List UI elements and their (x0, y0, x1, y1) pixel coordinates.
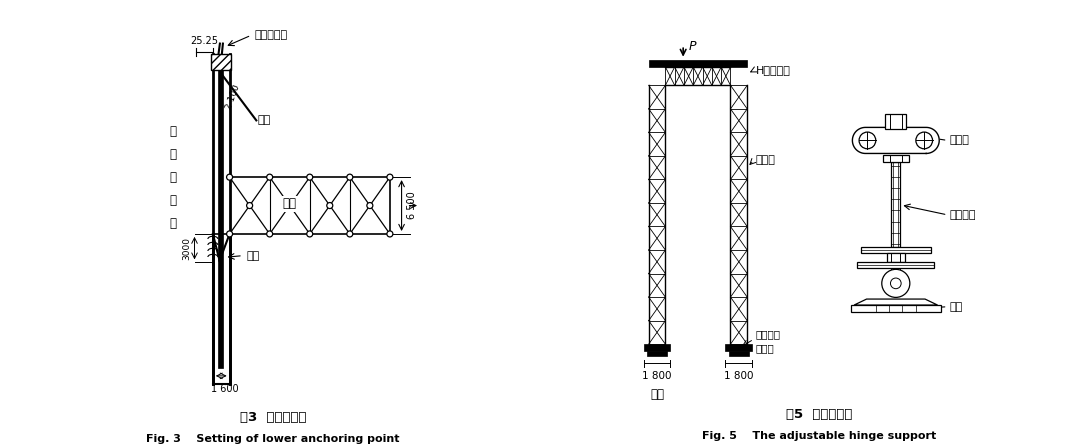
Circle shape (287, 202, 293, 209)
Text: 斜撑: 斜撑 (258, 116, 271, 125)
Bar (211, 54, 232, 70)
Bar (211, 54, 232, 70)
Text: 3000: 3000 (182, 237, 191, 260)
Text: 混
凝
土
立
柱: 混 凝 土 立 柱 (169, 125, 176, 230)
Circle shape (307, 174, 312, 180)
Text: 25.25: 25.25 (190, 36, 218, 46)
Bar (886, 114, 906, 129)
Text: 网架: 网架 (283, 198, 296, 211)
Text: 图5  可调铰支座: 图5 可调铰支座 (786, 408, 852, 421)
Circle shape (226, 231, 233, 237)
Bar (725, 344, 752, 352)
Text: H型钢平台: H型钢平台 (756, 65, 791, 75)
Text: 万向螺杆: 万向螺杆 (949, 210, 976, 220)
Bar (643, 344, 670, 352)
Circle shape (247, 202, 252, 209)
Text: 底座: 底座 (949, 302, 962, 312)
Circle shape (881, 269, 910, 297)
Circle shape (890, 278, 901, 289)
Text: 图3  下吊点设置: 图3 下吊点设置 (240, 411, 306, 424)
Text: 框撑柱: 框撑柱 (756, 155, 775, 165)
Circle shape (916, 132, 933, 149)
Polygon shape (854, 299, 938, 305)
Text: 6 500: 6 500 (406, 192, 416, 220)
Circle shape (327, 202, 333, 209)
Text: 1 800: 1 800 (642, 370, 672, 380)
Bar (860, 247, 930, 253)
Text: 2 100: 2 100 (225, 84, 241, 111)
Bar (857, 262, 935, 267)
Text: 液压提升器: 液压提升器 (254, 30, 288, 40)
Circle shape (226, 174, 233, 180)
Circle shape (367, 202, 372, 209)
Text: 地锚: 地锚 (247, 250, 260, 261)
Text: 剖面: 剖面 (650, 388, 664, 401)
Bar (887, 253, 905, 262)
Text: 连接件: 连接件 (949, 135, 969, 146)
Circle shape (347, 231, 353, 237)
Circle shape (387, 174, 393, 180)
Bar (728, 352, 749, 356)
Text: 1 800: 1 800 (724, 370, 753, 380)
Bar (649, 60, 747, 67)
Circle shape (266, 231, 273, 237)
Text: 1 600: 1 600 (211, 384, 239, 394)
Bar (883, 155, 909, 163)
Text: 可调支座
路基箱: 可调支座 路基箱 (756, 329, 781, 353)
Circle shape (266, 174, 273, 180)
Bar (851, 305, 941, 312)
Polygon shape (853, 127, 939, 154)
Circle shape (859, 132, 876, 149)
Circle shape (307, 231, 312, 237)
Text: P: P (688, 40, 696, 53)
Bar (646, 352, 667, 356)
Bar (218, 70, 223, 367)
Text: Fig. 5    The adjustable hinge support: Fig. 5 The adjustable hinge support (702, 431, 936, 441)
Text: Fig. 3    Setting of lower anchoring point: Fig. 3 Setting of lower anchoring point (146, 434, 400, 444)
Circle shape (387, 231, 393, 237)
Bar (891, 163, 901, 247)
Circle shape (347, 174, 353, 180)
